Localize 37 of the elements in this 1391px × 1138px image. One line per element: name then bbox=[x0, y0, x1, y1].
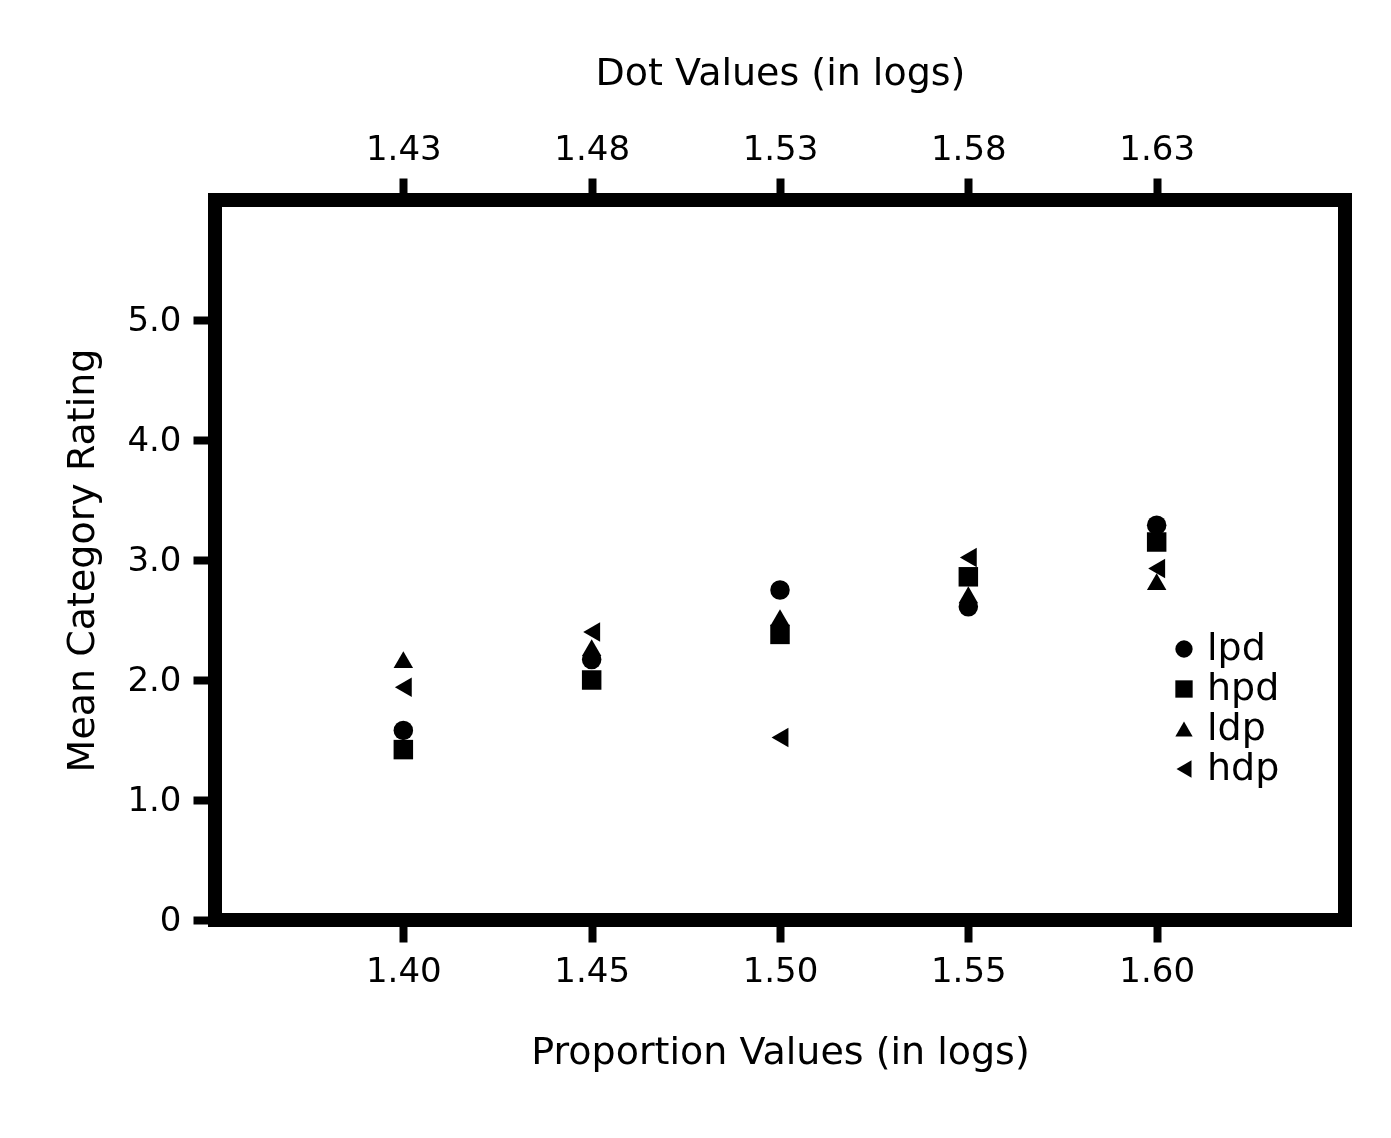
x2-tick-label: 1.43 bbox=[365, 127, 442, 168]
point bbox=[959, 547, 977, 568]
x2-tick-label: 1.58 bbox=[930, 127, 1007, 168]
x-tick-label: 1.60 bbox=[1119, 949, 1196, 990]
point bbox=[394, 677, 412, 697]
point bbox=[393, 720, 414, 741]
x2-tick-label: 1.63 bbox=[1119, 127, 1196, 168]
point bbox=[958, 586, 979, 604]
x2-tick-label: 1.53 bbox=[742, 127, 819, 168]
y-tick-label: 2.0 bbox=[127, 658, 182, 699]
y-tick-label: 1.0 bbox=[127, 778, 182, 819]
x-tick-label: 1.40 bbox=[365, 949, 442, 990]
x-axis-title: Proportion Values (in logs) bbox=[531, 1028, 1030, 1073]
legend-label: lpd bbox=[1207, 625, 1266, 669]
point bbox=[581, 670, 602, 690]
point bbox=[393, 739, 414, 760]
x2-tick-label: 1.48 bbox=[554, 127, 631, 168]
point bbox=[1146, 532, 1167, 552]
x-tick-label: 1.55 bbox=[930, 949, 1007, 990]
y-axis-title: Mean Category Rating bbox=[59, 348, 104, 773]
x-tick-label: 1.45 bbox=[554, 949, 631, 990]
point bbox=[393, 651, 414, 669]
y-tick-label: 4.0 bbox=[127, 418, 182, 459]
point bbox=[1146, 573, 1167, 591]
point bbox=[770, 580, 790, 600]
point bbox=[771, 727, 789, 748]
y-tick-label: 5.0 bbox=[127, 298, 182, 339]
point bbox=[770, 624, 790, 645]
point bbox=[581, 639, 602, 657]
x-tick-label: 1.50 bbox=[742, 949, 819, 990]
point bbox=[770, 609, 790, 627]
y-tick-label: 0 bbox=[159, 898, 182, 939]
x2-axis-title: Dot Values (in logs) bbox=[595, 49, 966, 94]
point bbox=[1148, 558, 1166, 579]
point bbox=[958, 567, 979, 587]
point bbox=[583, 622, 601, 642]
y-tick-label: 3.0 bbox=[127, 538, 182, 579]
